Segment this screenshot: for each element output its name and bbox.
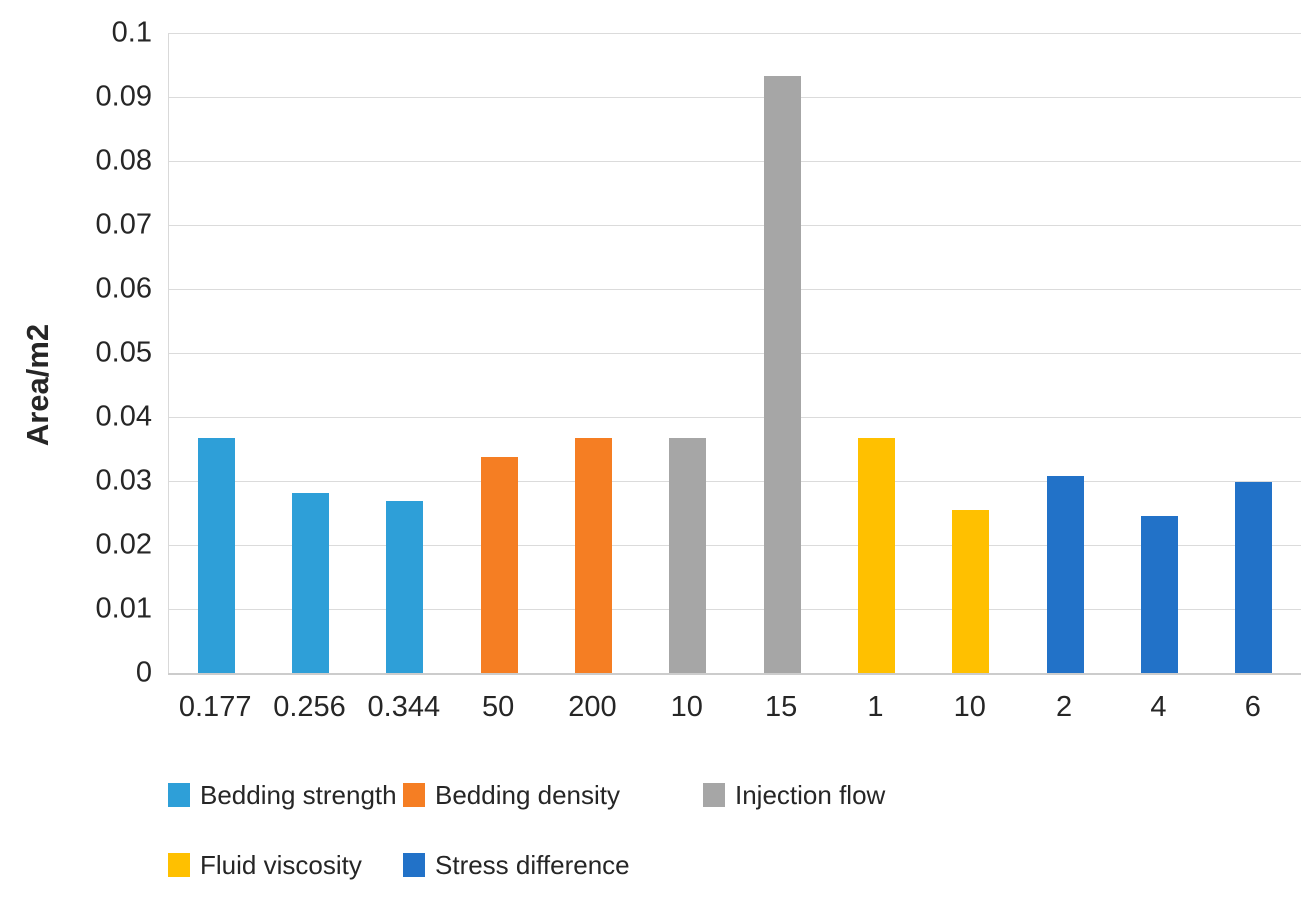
bar-slot (546, 33, 640, 673)
bar-bedding-density-50 (480, 457, 518, 673)
y-tick-label: 0.02 (95, 528, 152, 561)
y-tick-label: 0.07 (95, 208, 152, 241)
bar-stress-difference-4 (1140, 516, 1178, 673)
bar-bedding-strength-0.256 (291, 493, 329, 673)
y-axis-tick-labels: 0 0.01 0.02 0.03 0.04 0.05 0.06 0.07 0.08 0.09 0.1 (0, 18, 152, 687)
x-axis-tick-labels: 0.177 0.256 0.344 50 200 10 15 1 10 2 4 6 (168, 691, 1300, 724)
legend-item-bedding-density: Bedding density (403, 780, 703, 811)
y-tick-label: 0.1 (111, 16, 152, 49)
legend-item-fluid-viscosity: Fluid viscosity (168, 850, 403, 881)
gridline (169, 417, 1301, 418)
legend-color-swatch-icon (403, 853, 425, 877)
x-tick-label: 2 (1056, 691, 1073, 723)
bar-stress-difference-2 (1046, 475, 1084, 673)
bar-slot (1112, 33, 1206, 673)
gridline (169, 161, 1301, 162)
bar-slot (452, 33, 546, 673)
legend-item-stress-difference: Stress difference (403, 850, 703, 881)
y-tick-label: 0 (135, 656, 152, 689)
x-tick-label: 15 (765, 691, 798, 723)
x-tick-label: 10 (670, 691, 703, 723)
gridline (169, 353, 1301, 354)
x-tick-label: 0.256 (273, 691, 346, 723)
legend-item-bedding-strength: Bedding strength (168, 780, 403, 811)
legend-color-swatch-icon (168, 783, 190, 807)
y-tick-label: 0.03 (95, 464, 152, 497)
bar-slot (641, 33, 735, 673)
legend-label: Fluid viscosity (200, 849, 362, 880)
gridline (169, 225, 1301, 226)
x-tick-label: 6 (1244, 691, 1261, 723)
y-tick-label: 0.05 (95, 336, 152, 369)
legend-color-swatch-icon (168, 853, 190, 877)
x-tick-label: 50 (482, 691, 515, 723)
legend-color-swatch-icon (403, 783, 425, 807)
bar-fluid-viscosity-10 (952, 509, 990, 673)
y-tick-label: 0.06 (95, 272, 152, 305)
gridline (169, 33, 1301, 34)
legend-label: Bedding strength (200, 779, 397, 810)
bar-slot (1207, 33, 1301, 673)
bar-slot (924, 33, 1018, 673)
bar-slot (263, 33, 357, 673)
legend-label: Stress difference (435, 849, 630, 880)
bar-stress-difference-6 (1235, 482, 1273, 673)
y-tick-label: 0.09 (95, 80, 152, 113)
legend-color-swatch-icon (703, 783, 725, 807)
x-tick-label: 10 (953, 691, 986, 723)
bar-slot (358, 33, 452, 673)
bar-injection-flow-10 (669, 438, 707, 673)
bar-bedding-density-200 (574, 438, 612, 673)
legend: Bedding strength Bedding density Injection… (168, 772, 1306, 912)
y-tick-label: 0.04 (95, 400, 152, 433)
legend-label: Injection flow (735, 779, 886, 810)
bar-injection-flow-15 (763, 75, 801, 673)
gridline (169, 609, 1301, 610)
legend-row: Bedding strength Bedding density Injection… (168, 772, 1306, 818)
bar-slot (169, 33, 263, 673)
legend-label: Bedding density (435, 779, 621, 810)
gridline (169, 97, 1301, 98)
x-tick-label: 1 (867, 691, 884, 723)
bar-slot (829, 33, 923, 673)
gridline (169, 481, 1301, 482)
legend-row: Fluid viscosity Stress difference (168, 842, 1306, 888)
x-axis-line (168, 673, 1301, 675)
plot-area (168, 33, 1301, 675)
bar-slot (1018, 33, 1112, 673)
gridline (169, 545, 1301, 546)
y-tick-label: 0.08 (95, 144, 152, 177)
gridline (169, 289, 1301, 290)
bar-bedding-strength-0.177 (197, 438, 235, 673)
bar-bedding-strength-0.344 (386, 501, 424, 673)
x-tick-label: 0.344 (367, 691, 441, 723)
x-tick-label: 4 (1150, 691, 1167, 723)
x-tick-label: 200 (568, 691, 617, 723)
y-tick-label: 0.01 (95, 592, 152, 625)
x-tick-label: 0.177 (178, 691, 252, 723)
bars-container (169, 33, 1301, 673)
legend-item-injection-flow: Injection flow (703, 780, 885, 811)
bar-fluid-viscosity-1 (857, 438, 895, 673)
bar-slot (735, 33, 829, 673)
